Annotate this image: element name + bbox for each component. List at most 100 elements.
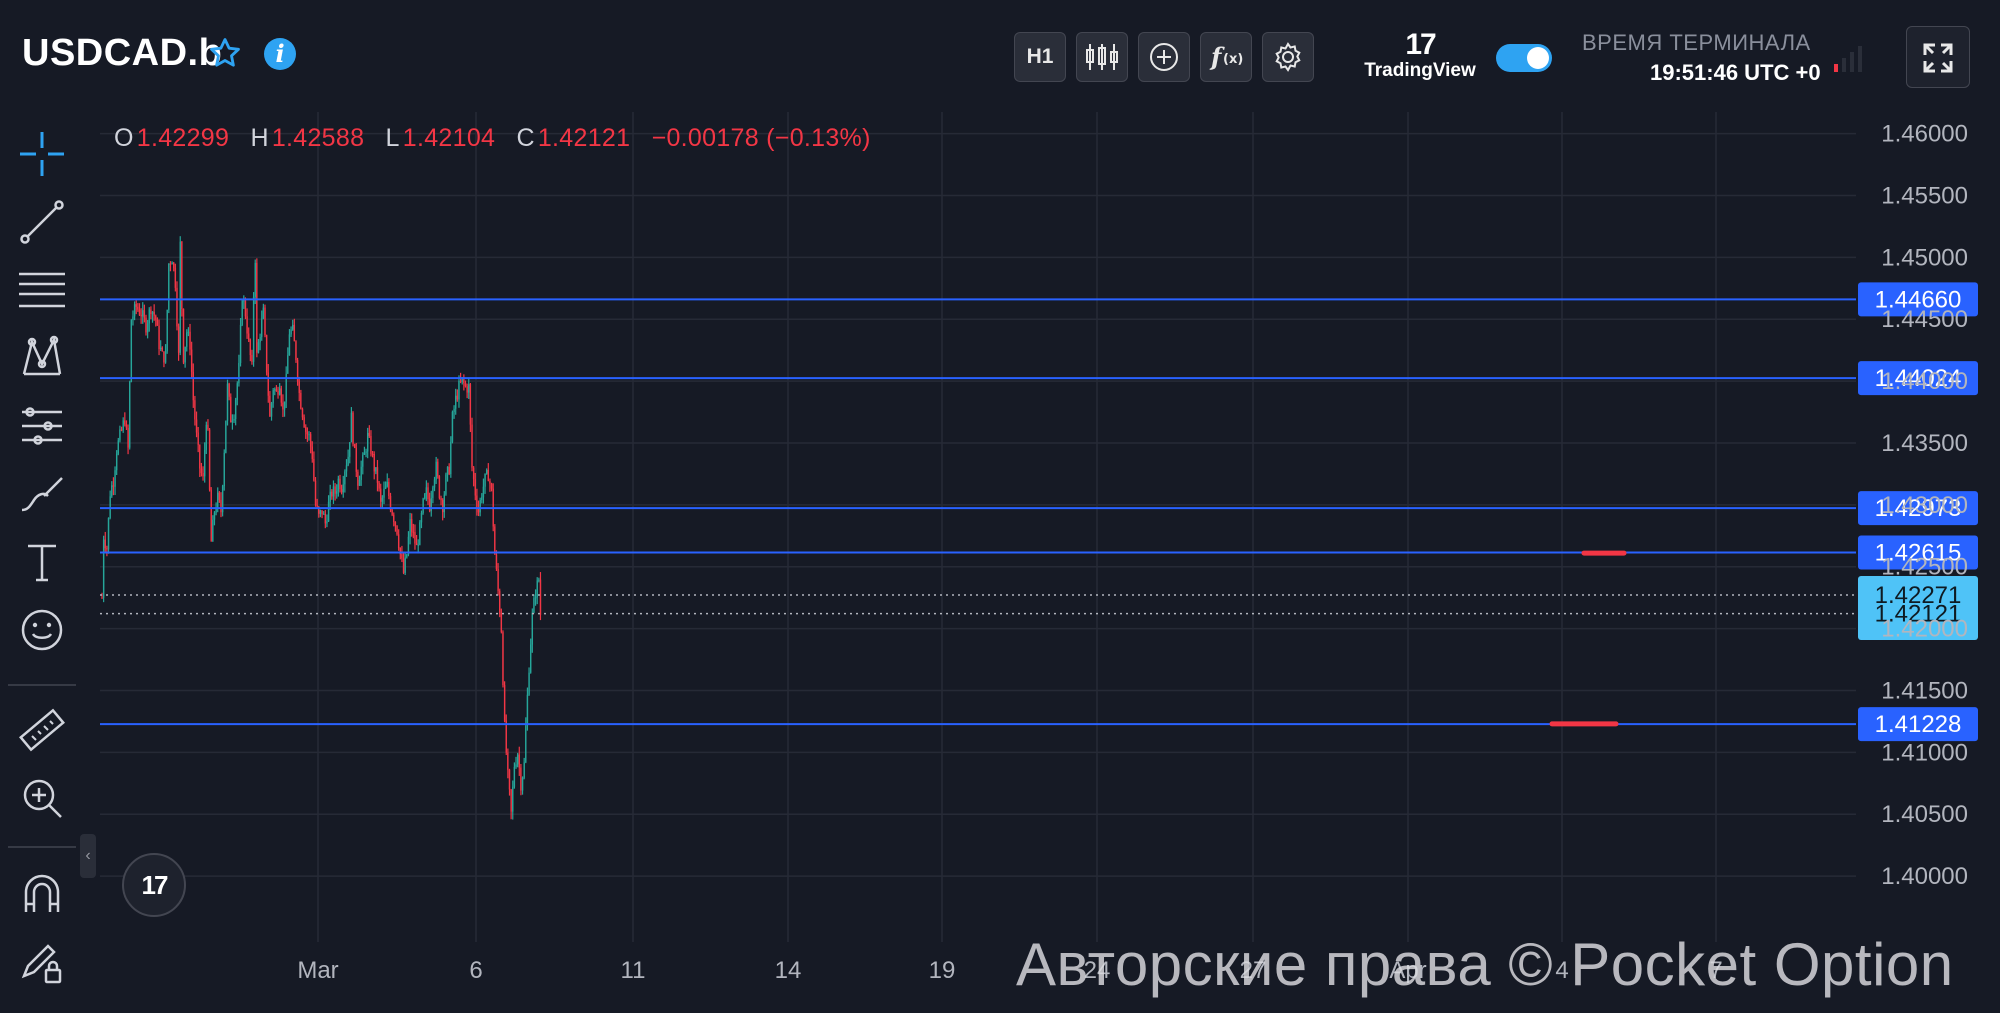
candle-body — [508, 769, 511, 790]
candle-body — [461, 377, 463, 382]
candle-body — [194, 400, 196, 420]
level-label: 1.44024 — [1875, 365, 1962, 392]
candle-body — [322, 513, 325, 515]
candle-body — [469, 384, 472, 425]
candle-body — [267, 372, 269, 396]
candle-body — [148, 309, 150, 324]
candle-body — [378, 482, 380, 489]
candle-body — [458, 380, 460, 400]
change-value: −0.00178 (−0.13%) — [651, 124, 871, 152]
ruler-tool[interactable] — [14, 702, 70, 758]
zoom-tool[interactable] — [14, 770, 70, 826]
magnet-tool[interactable] — [14, 866, 70, 922]
fullscreen-button[interactable] — [1906, 26, 1970, 88]
candle-body — [528, 672, 530, 695]
y-tick-label: 1.42000 — [1881, 616, 1968, 643]
candle-body — [337, 478, 340, 492]
trendline-icon — [20, 200, 64, 244]
candle-body — [239, 324, 242, 363]
fx-icon: f (x) — [1209, 42, 1243, 71]
candle-body — [321, 510, 323, 515]
candle-body — [484, 473, 486, 487]
candle-body — [181, 241, 183, 309]
candle-body — [489, 481, 491, 484]
candle-body — [500, 613, 503, 633]
candle-body — [228, 383, 230, 397]
chart-type-button[interactable] — [1076, 32, 1128, 82]
settings-button[interactable] — [1262, 32, 1314, 82]
candle-body — [259, 336, 261, 343]
candle-body — [197, 432, 199, 445]
collapse-toolbar-button[interactable]: ‹ — [80, 834, 96, 878]
candle-body — [477, 507, 480, 513]
candle-body — [412, 531, 415, 533]
info-icon[interactable]: i — [264, 38, 296, 70]
lock-drawings-tool[interactable] — [14, 934, 70, 990]
gear-icon — [1275, 42, 1301, 72]
candle-body — [112, 485, 115, 487]
candle-body — [482, 486, 485, 498]
candle-body — [340, 489, 343, 493]
trendline-tool[interactable] — [14, 194, 70, 250]
candle-body — [233, 418, 235, 421]
text-tool[interactable] — [14, 534, 70, 590]
candle-body — [195, 419, 198, 433]
candle-body — [352, 412, 354, 444]
candle-body — [207, 424, 209, 430]
candle-body — [164, 351, 167, 363]
close-label: C — [516, 124, 535, 152]
candle-body — [161, 347, 164, 352]
candle-body — [200, 468, 203, 474]
candle-body — [468, 384, 470, 393]
candle-body — [298, 381, 300, 393]
y-tick-label: 1.45000 — [1881, 244, 1968, 271]
candle-body — [282, 402, 284, 410]
candle-body — [189, 331, 191, 350]
brush-tool[interactable] — [14, 466, 70, 522]
fib-tool[interactable] — [14, 262, 70, 318]
add-indicator-button[interactable] — [1138, 32, 1190, 82]
star-icon[interactable] — [208, 36, 242, 70]
symbol-title[interactable]: USDCAD.b — [22, 32, 223, 74]
x-tick-label: 24 — [1084, 957, 1111, 984]
candle-body — [393, 514, 395, 523]
candle-body — [234, 399, 237, 419]
candle-body — [223, 452, 225, 487]
candle-body — [389, 495, 392, 511]
candle-body — [254, 262, 256, 297]
zoom-icon — [23, 779, 62, 818]
tradingview-badge[interactable]: 17 — [122, 853, 186, 917]
candle-body — [474, 479, 476, 496]
candle-body — [521, 777, 524, 791]
candle-body — [151, 311, 154, 315]
level-label-bg — [1858, 282, 1978, 317]
terminal-time-toggle[interactable] — [1496, 44, 1552, 72]
emoji-tool[interactable] — [14, 602, 70, 658]
plus-circle-icon — [1150, 43, 1178, 71]
candle-body — [487, 469, 490, 482]
candle-body — [446, 466, 449, 475]
candle-body — [158, 325, 160, 350]
candle-body — [331, 491, 333, 497]
y-tick-label: 1.44000 — [1881, 368, 1968, 395]
level-label-bg — [1858, 707, 1978, 742]
candle-body — [265, 335, 268, 373]
candle-body — [295, 341, 297, 361]
candle-body — [396, 525, 398, 535]
candle-body — [362, 454, 364, 467]
candle-body — [308, 434, 310, 436]
candle-body — [464, 382, 467, 387]
crosshair-tool[interactable] — [14, 126, 70, 182]
forecast-tool[interactable] — [14, 398, 70, 454]
y-tick-label: 1.40000 — [1881, 863, 1968, 890]
candle-body — [168, 263, 170, 310]
candle-body — [344, 471, 346, 485]
candle-body — [375, 467, 377, 472]
candle-body — [199, 444, 201, 469]
pattern-tool[interactable] — [14, 330, 70, 386]
candle-body — [236, 383, 238, 400]
indicators-button[interactable]: f (x) — [1200, 32, 1252, 82]
candle-body — [513, 766, 516, 787]
timeframe-button[interactable]: H1 — [1014, 32, 1066, 82]
